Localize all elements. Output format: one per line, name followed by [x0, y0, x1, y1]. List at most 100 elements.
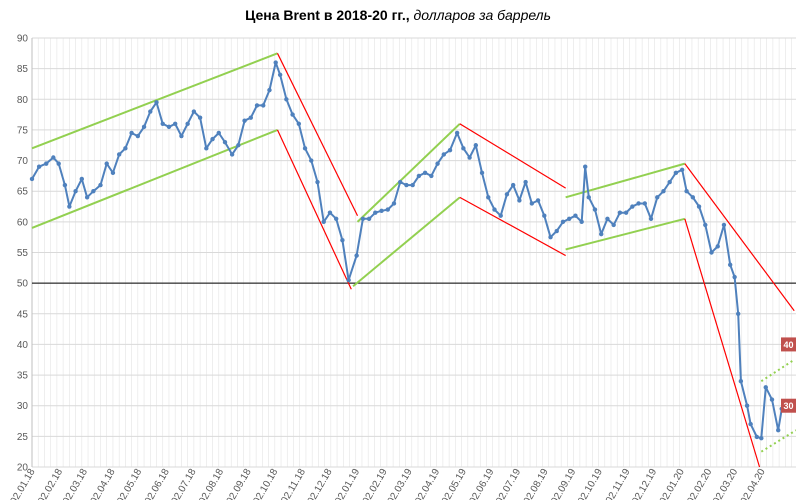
- y-tick-label: 55: [17, 248, 29, 259]
- data-point: [754, 434, 760, 440]
- x-tick-label: 02.05.19: [440, 467, 469, 500]
- data-point: [248, 115, 253, 120]
- data-point: [172, 121, 178, 127]
- data-point: [204, 146, 209, 151]
- data-point: [222, 139, 228, 145]
- data-point: [759, 435, 764, 441]
- data-point: [709, 250, 714, 255]
- data-point: [56, 161, 61, 166]
- data-point: [166, 124, 172, 130]
- data-point: [732, 274, 737, 280]
- x-tick-label: 02.08.18: [197, 467, 226, 500]
- y-tick-label: 60: [17, 217, 29, 228]
- data-point: [148, 109, 153, 114]
- data-point: [73, 189, 78, 194]
- x-tick-label: 02.11.19: [604, 467, 633, 500]
- x-tick-label: 02.12.18: [306, 467, 335, 500]
- downtrend-line: [459, 123, 566, 189]
- x-tick-label: 02.06.18: [143, 467, 172, 500]
- x-tick-label: 02.11.18: [279, 467, 308, 500]
- data-point: [354, 253, 359, 258]
- data-point: [504, 192, 510, 197]
- x-tick-label: 02.07.18: [170, 467, 199, 500]
- uptrend-line: [31, 52, 278, 150]
- data-point: [467, 155, 472, 160]
- data-point: [98, 182, 103, 188]
- data-point: [398, 179, 403, 185]
- annotation-label: 40: [783, 340, 793, 350]
- x-tick-label: 02.02.20: [685, 467, 714, 500]
- data-point: [636, 201, 641, 206]
- data-point: [154, 100, 159, 105]
- data-point: [573, 213, 578, 218]
- data-point: [454, 130, 460, 136]
- data-point: [67, 204, 72, 209]
- y-tick-label: 75: [17, 125, 29, 136]
- x-tick-label: 02.02.18: [36, 467, 65, 500]
- data-point: [404, 182, 409, 188]
- x-tick-label: 02.05.18: [115, 467, 144, 500]
- uptrend-line: [31, 128, 278, 229]
- data-point: [579, 219, 584, 225]
- data-point: [623, 210, 629, 215]
- data-point: [129, 130, 134, 136]
- data-point: [321, 219, 326, 225]
- x-tick-label: 02.10.18: [251, 467, 280, 500]
- uptrend-line: [356, 123, 461, 223]
- data-point: [84, 195, 90, 200]
- x-tick-label: 02.06.19: [468, 467, 497, 500]
- data-point: [135, 133, 141, 139]
- data-point: [696, 204, 702, 209]
- data-point: [769, 397, 775, 402]
- annotation-box: [781, 337, 796, 352]
- data-point: [727, 262, 733, 267]
- data-point: [346, 277, 351, 283]
- data-point: [684, 189, 689, 194]
- series-line: [31, 61, 783, 440]
- data-point: [548, 234, 553, 240]
- data-point: [273, 60, 278, 65]
- data-point: [191, 109, 197, 114]
- data-point: [373, 210, 378, 215]
- data-point: [738, 379, 744, 384]
- data-point: [486, 195, 491, 200]
- data-point: [744, 403, 750, 408]
- x-tick-label: 02.04.19: [413, 467, 442, 500]
- data-point: [104, 161, 109, 166]
- data-point: [523, 179, 528, 185]
- data-point: [197, 115, 203, 120]
- y-tick-label: 40: [17, 340, 29, 351]
- data-point: [333, 216, 339, 221]
- horizontal-grid: [32, 37, 796, 468]
- y-tick-label: 30: [17, 401, 29, 412]
- data-point: [461, 146, 466, 151]
- data-point: [721, 222, 727, 228]
- x-tick-label: 02.04.18: [89, 467, 118, 500]
- forecast-dotted-line: [760, 358, 795, 383]
- data-point: [586, 195, 591, 200]
- annotation-box: [781, 398, 796, 413]
- data-point: [123, 146, 128, 151]
- data-point: [435, 161, 440, 166]
- data-point: [416, 173, 422, 179]
- data-point: [327, 210, 333, 215]
- data-point: [290, 112, 295, 117]
- data-point: [535, 198, 541, 203]
- data-point: [567, 216, 572, 221]
- y-tick-label: 80: [17, 95, 29, 106]
- y-tick-label: 35: [17, 371, 29, 382]
- data-point: [160, 121, 165, 127]
- data-point: [315, 179, 320, 185]
- data-point: [599, 231, 604, 237]
- data-point: [679, 167, 685, 172]
- data-point: [763, 385, 768, 390]
- x-tick-label: 02.01.19: [333, 467, 362, 500]
- data-point: [617, 210, 623, 215]
- data-point: [560, 219, 566, 225]
- data-point: [91, 189, 96, 194]
- data-point: [254, 103, 260, 108]
- x-tick-labels: 02.01.1802.02.1802.03.1802.04.1802.05.18…: [9, 467, 768, 500]
- data-point: [366, 216, 372, 221]
- downtrend-line: [459, 196, 566, 257]
- data-point: [648, 216, 654, 221]
